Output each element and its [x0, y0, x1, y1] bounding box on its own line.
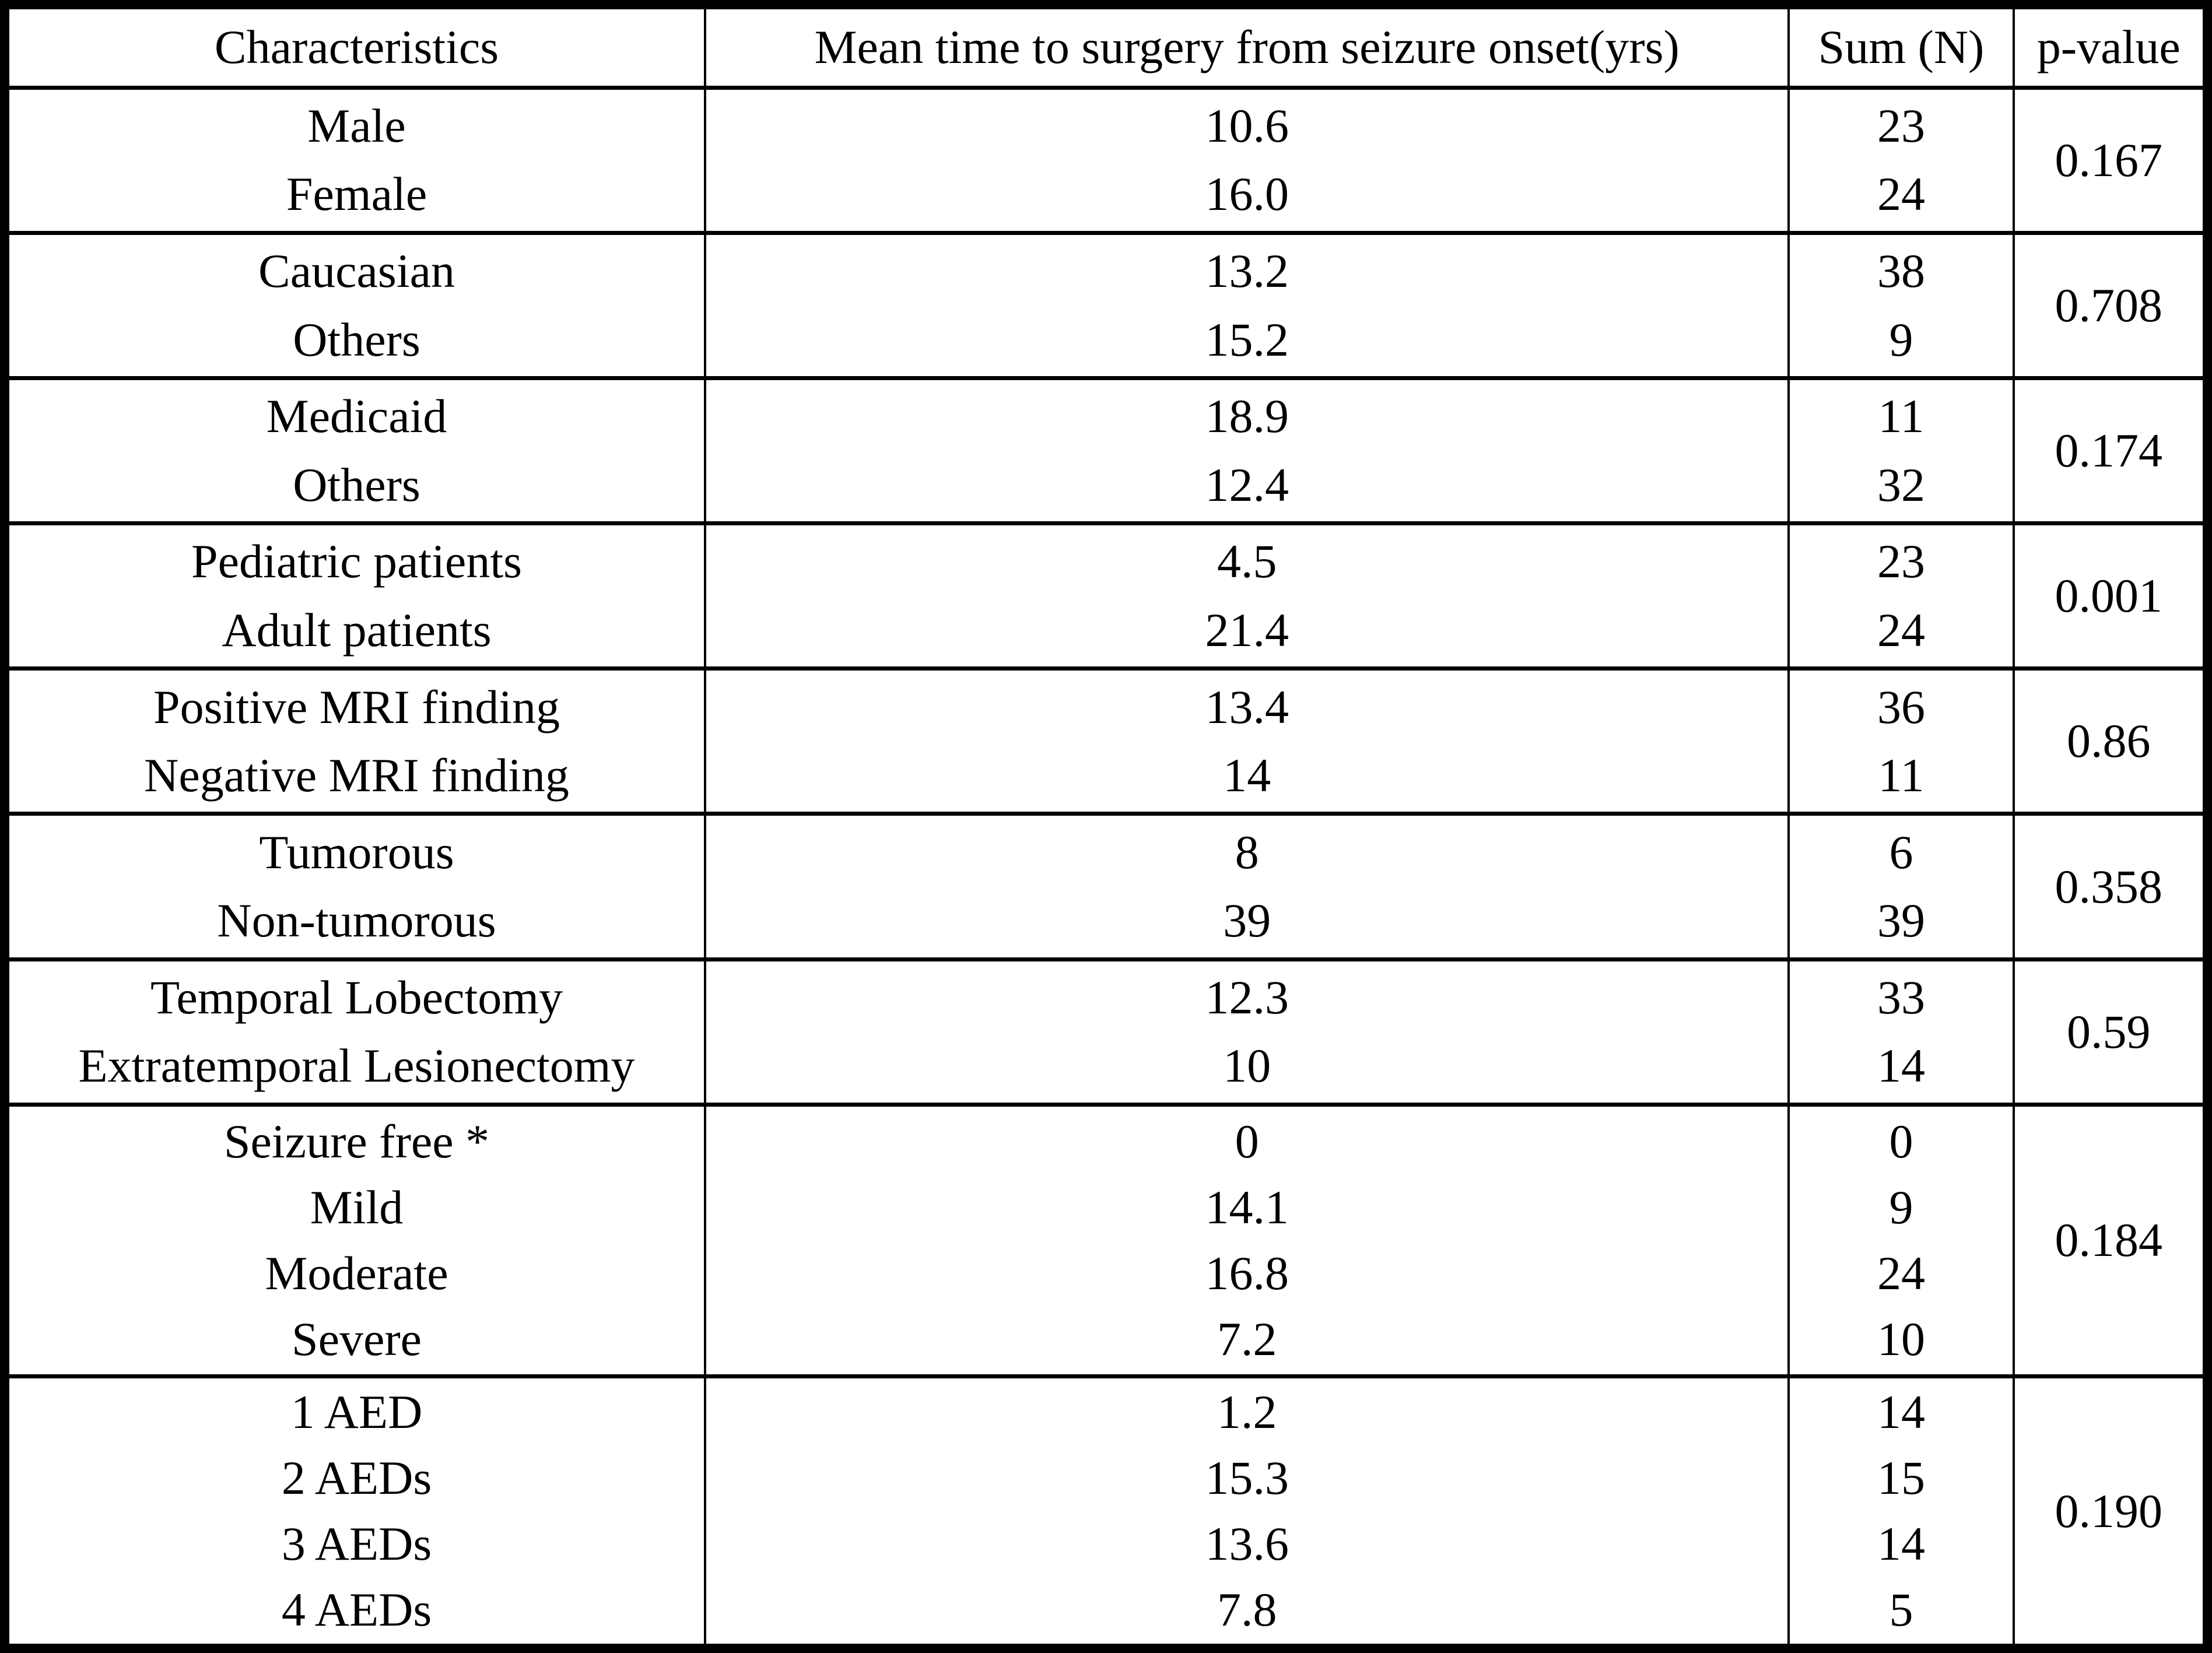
mean-value: 16.0 [1205, 167, 1289, 221]
group-row-mri: Positive MRI finding Negative MRI findin… [3, 666, 2209, 816]
p-value: 0.001 [2012, 521, 2209, 671]
mean-value: 39 [1223, 894, 1271, 947]
p-value: 0.708 [2012, 230, 2209, 380]
mean-value: 8 [1235, 825, 1259, 879]
mean-value: 15.3 [1205, 1451, 1289, 1504]
sum-value: 32 [1877, 458, 1925, 511]
characteristic-label: Tumorous [259, 825, 454, 879]
characteristic-label: Positive MRI finding [153, 680, 560, 734]
sum-value: 6 [1889, 825, 1913, 879]
characteristic-label: Severe [291, 1312, 422, 1366]
mean-value: 13.4 [1205, 680, 1289, 734]
col-header-mean-time: Mean time to surgery from seizure onset(… [704, 2, 1790, 90]
col-header-characteristics: Characteristics [3, 2, 707, 90]
group-row-tumor: Tumorous Non-tumorous 8 39 6 39 0.358 [3, 812, 2209, 961]
characteristic-label: Negative MRI finding [144, 749, 569, 802]
characteristic-label: Medicaid [266, 389, 447, 443]
mean-value: 4.5 [1217, 535, 1277, 588]
sum-value: 11 [1878, 389, 1924, 443]
sum-value: 15 [1877, 1451, 1925, 1504]
characteristic-label: Temporal Lobectomy [150, 970, 563, 1024]
p-value: 0.86 [2012, 666, 2209, 816]
sum-value: 11 [1878, 749, 1924, 802]
characteristic-label: 1 AED [290, 1385, 423, 1438]
characteristic-label: Pediatric patients [191, 535, 523, 588]
sum-value: 5 [1889, 1582, 1913, 1636]
sum-value: 33 [1877, 970, 1925, 1024]
mean-value: 14.1 [1205, 1180, 1289, 1234]
characteristic-label: Extratemporal Lesionectomy [78, 1039, 635, 1093]
characteristic-label: Female [286, 167, 427, 221]
header-row: Characteristics Mean time to surgery fro… [3, 2, 2209, 90]
sum-value: 9 [1889, 313, 1913, 366]
sum-value: 9 [1889, 1180, 1913, 1234]
sum-value: 36 [1877, 680, 1925, 734]
characteristic-label: Mild [310, 1180, 404, 1234]
group-row-outcome: Seizure free * Mild Moderate Severe 0 14… [3, 1102, 2209, 1379]
sum-value: 10 [1877, 1312, 1925, 1366]
mean-value: 14 [1223, 749, 1271, 802]
sum-value: 14 [1877, 1517, 1925, 1570]
characteristic-label: Non-tumorous [217, 894, 496, 947]
mean-value: 10.6 [1205, 99, 1289, 152]
group-row-aeds: 1 AED 2 AEDs 3 AEDs 4 AEDs 1.2 15.3 13.6… [3, 1374, 2209, 1651]
mean-value: 21.4 [1205, 603, 1289, 657]
p-value: 0.358 [2012, 812, 2209, 961]
p-value: 0.174 [2012, 375, 2209, 526]
mean-value: 7.2 [1217, 1312, 1277, 1366]
characteristic-label: Others [293, 458, 420, 511]
characteristic-label: Caucasian [258, 244, 455, 297]
sum-value: 38 [1877, 244, 1925, 297]
sum-value: 23 [1877, 535, 1925, 588]
characteristic-label: 4 AEDs [281, 1582, 432, 1636]
mean-value: 0 [1235, 1114, 1259, 1168]
sum-value: 14 [1877, 1385, 1925, 1438]
mean-value: 10 [1223, 1039, 1271, 1093]
col-header-p-value: p-value [2012, 2, 2209, 90]
p-value: 0.59 [2012, 957, 2209, 1107]
mean-value: 16.8 [1205, 1246, 1289, 1300]
sum-value: 0 [1889, 1114, 1913, 1168]
p-value: 0.190 [2012, 1374, 2209, 1651]
sum-value: 23 [1877, 99, 1925, 152]
mean-value: 12.4 [1205, 458, 1289, 511]
characteristic-label: Others [293, 313, 420, 366]
sum-value: 24 [1877, 1246, 1925, 1300]
characteristic-label: Adult patients [222, 603, 492, 657]
sum-value: 24 [1877, 603, 1925, 657]
mean-value: 18.9 [1205, 389, 1289, 443]
characteristic-label: 2 AEDs [281, 1451, 432, 1504]
characteristic-label: Moderate [265, 1246, 448, 1300]
mean-value: 7.8 [1217, 1582, 1277, 1636]
p-value: 0.167 [2012, 85, 2209, 235]
mean-value: 13.6 [1205, 1517, 1289, 1570]
mean-value: 15.2 [1205, 313, 1289, 366]
characteristic-label: 3 AEDs [281, 1517, 432, 1570]
col-header-sum-n: Sum (N) [1787, 2, 2015, 90]
group-row-age: Pediatric patients Adult patients 4.5 21… [3, 521, 2209, 671]
group-row-sex: Male Female 10.6 16.0 23 24 0.167 [3, 85, 2209, 235]
mean-value: 12.3 [1205, 970, 1289, 1024]
characteristic-label: Seizure free * [223, 1114, 490, 1168]
p-value: 0.184 [2012, 1102, 2209, 1379]
mean-value: 1.2 [1217, 1385, 1277, 1438]
sum-value: 39 [1877, 894, 1925, 947]
sum-value: 14 [1877, 1039, 1925, 1093]
group-row-surgery-type: Temporal Lobectomy Extratemporal Lesione… [3, 957, 2209, 1107]
characteristic-label: Male [307, 99, 406, 152]
sum-value: 24 [1877, 167, 1925, 221]
group-row-race: Caucasian Others 13.2 15.2 38 9 0.708 [3, 230, 2209, 380]
mean-value: 13.2 [1205, 244, 1289, 297]
group-row-insurance: Medicaid Others 18.9 12.4 11 32 0.174 [3, 375, 2209, 526]
